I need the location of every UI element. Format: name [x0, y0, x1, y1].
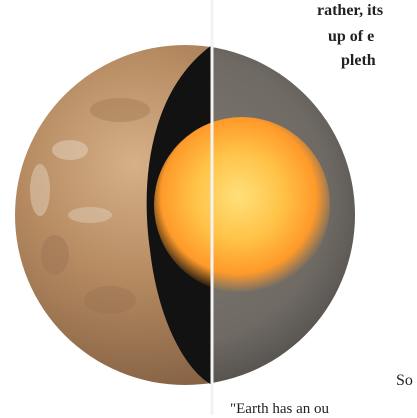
text-line-3: pleth — [341, 52, 376, 69]
text-line-4: So — [396, 372, 413, 389]
text-line-2: up of e — [328, 28, 375, 45]
planet-core — [154, 117, 330, 293]
text-line-1: rather, its — [317, 2, 384, 19]
text-line-5: "Earth has an ou — [230, 401, 330, 417]
planet-surface — [15, 45, 212, 385]
